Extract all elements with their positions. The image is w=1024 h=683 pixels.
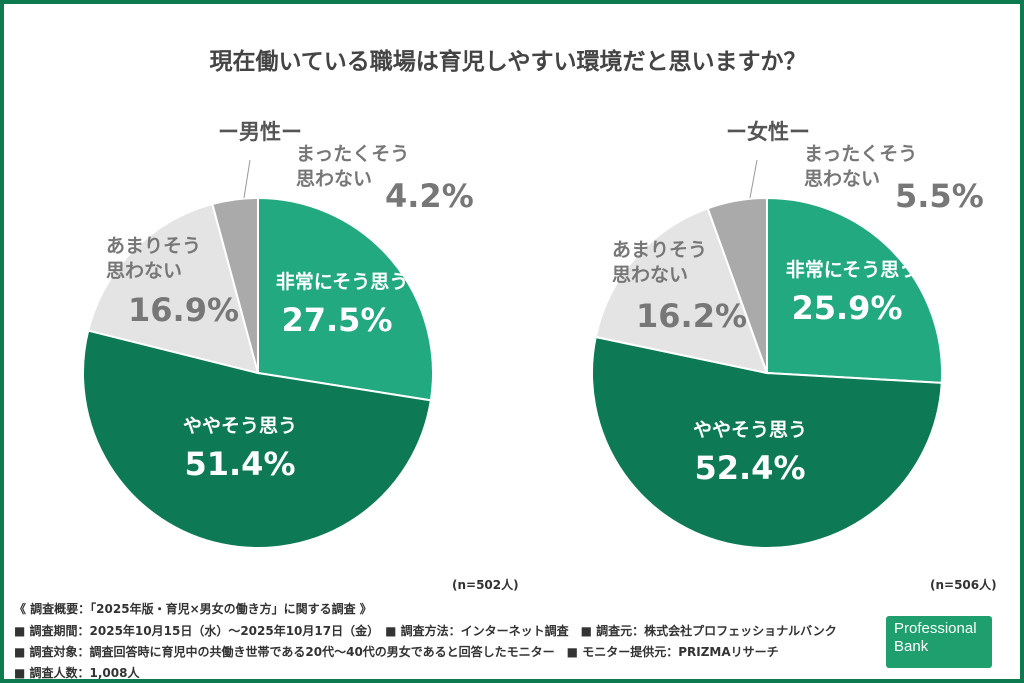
chart-title: 現在働いている職場は育児しやすい環境だと思いますか？ [209,49,807,75]
male-group-title: ー男性ー [218,120,302,144]
label-some-female: ややそう思う [692,419,807,441]
label-notmuch-2: 思わない [612,263,689,286]
label-notall-2: 思わない [296,167,373,190]
value-notmuch-female: 16.2% [636,297,748,335]
footer-count: ■ 調査人数：1,008人 [14,666,140,680]
footer-summary: 《 調査概要：「2025年版・育児×男女の働き方」に関する調査 》 [14,602,372,616]
label-notall-2: 思わない [804,167,881,190]
label-notmuch-1: あまりそう [612,239,708,261]
value-very-female: 25.9% [791,289,903,327]
pie-slice [706,196,768,374]
pie-slice [257,196,434,402]
value-some-male: 51.4% [184,445,296,483]
value-notall-female: 5.5% [895,177,984,215]
n-female: (n=506人) [930,578,997,592]
label-notmuch-1: あまりそう [106,235,202,257]
pie-slice [211,196,259,374]
label-very-female: 非常にそう思う [785,259,919,281]
footer-target: ■ 調査対象：調査回答時に育児中の共働き世帯である20代～40代の男女であると回… [14,645,779,659]
label-notall-1: まったくそう [296,143,410,165]
leader-line-female [749,159,758,199]
pie-male [82,196,434,549]
label-very-male: 非常にそう思う [275,271,409,293]
pie-slice [82,329,432,549]
pie-slice [591,335,943,549]
label-notall-1: まったくそう [804,143,918,165]
leader-line-male [243,159,251,199]
value-notall-male: 4.2% [385,177,474,215]
professional-bank-logo: Professional Bank [886,616,992,668]
footer-period: ■ 調査期間：2025年10月15日（水）～2025年10月17日（金） ■ 調… [14,624,837,638]
pie-slice [766,196,943,384]
value-some-female: 52.4% [694,449,806,487]
value-notmuch-male: 16.9% [128,291,240,329]
value-very-male: 27.5% [281,301,393,339]
pie-slice [594,207,769,375]
pie-slice [87,202,260,375]
female-group-title: ー女性ー [726,120,810,144]
pie-female [591,196,943,549]
label-some-male: ややそう思う [182,415,297,437]
label-notmuch-2: 思わない [106,259,183,282]
n-male: (n=502人) [452,578,519,592]
